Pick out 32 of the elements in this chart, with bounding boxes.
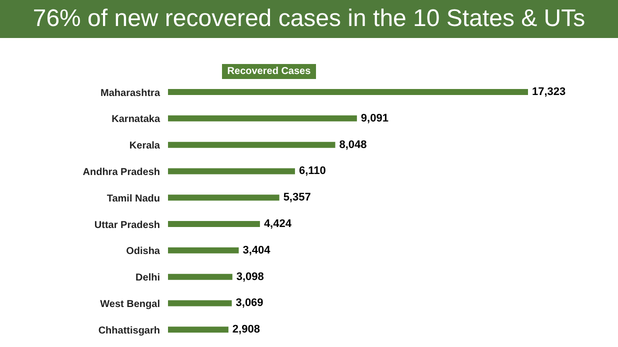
chart-title: 76% of new recovered cases in the 10 States & UTs <box>0 0 618 38</box>
y-tick-label: West Bengal <box>100 298 160 310</box>
series-label: Recovered Cases <box>222 64 316 79</box>
y-tick-label: Andhra Pradesh <box>82 166 160 178</box>
data-label: 5,357 <box>283 192 311 204</box>
bar <box>168 326 228 333</box>
data-label: 3,098 <box>236 270 264 283</box>
y-tick-label: Karnataka <box>112 114 160 126</box>
data-label: 6,110 <box>298 165 326 178</box>
bar <box>168 274 232 280</box>
data-label: 3,069 <box>236 297 264 310</box>
bar <box>168 89 528 96</box>
y-tick-label: Maharashtra <box>100 88 160 99</box>
bar <box>168 194 280 201</box>
y-tick-label: Kerala <box>129 140 160 152</box>
y-tick-label: Delhi <box>136 272 160 284</box>
data-label: 3,404 <box>242 244 272 256</box>
bar <box>168 168 295 174</box>
bar <box>168 115 357 122</box>
y-tick-label: Odisha <box>126 246 160 258</box>
y-tick-label: Chhattisgarh <box>98 325 160 336</box>
bar <box>168 221 260 228</box>
data-label: 9,091 <box>360 112 388 124</box>
data-label: 17,323 <box>532 86 566 98</box>
y-tick-label: Uttar Pradesh <box>94 220 160 231</box>
bar <box>168 300 232 306</box>
bar <box>168 142 336 148</box>
y-tick-label: Tamil Nadu <box>106 193 160 204</box>
data-label: 2,908 <box>232 324 260 336</box>
data-label: 4,424 <box>264 218 292 230</box>
bar <box>168 247 239 254</box>
data-label: 8,048 <box>339 138 367 151</box>
